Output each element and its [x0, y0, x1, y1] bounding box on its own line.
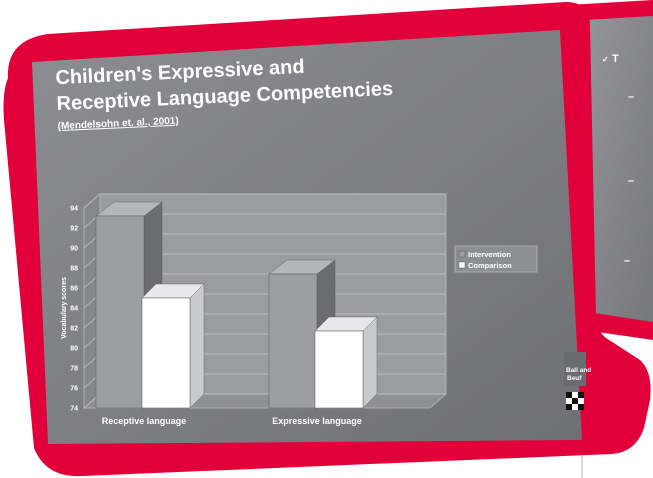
y-tick-label: 80 [70, 346, 78, 353]
chart-bars [95, 201, 378, 409]
y-tick-label: 92 [70, 226, 78, 233]
chart-y-ticks: 74 76 78 80 82 84 86 88 90 92 94 [70, 206, 78, 413]
bar-side-comparison [189, 283, 205, 409]
chart: 74 76 78 80 82 84 86 88 90 92 94 Receptive languag… [61, 193, 538, 426]
y-tick-label: 74 [70, 406, 78, 413]
y-tick-label: 86 [70, 286, 78, 293]
bar-intervention [268, 273, 318, 409]
logo-line1: Ball and [566, 367, 591, 374]
bar-intervention [95, 215, 145, 409]
slide-subtitle: (Mendelsohn et. al., 2001) [57, 116, 179, 132]
bar-comparison [314, 330, 364, 409]
checker-logo-icon [566, 392, 584, 410]
legend-swatch-intervention [458, 250, 466, 258]
y-tick-label: 90 [70, 246, 78, 253]
second-slide-dash-1: – [628, 91, 634, 103]
y-tick-label: 84 [70, 306, 78, 313]
gridline-side [83, 193, 101, 209]
legend-box [454, 245, 538, 273]
chart-categories: Receptive language Expressive language [102, 416, 362, 426]
legend-swatch-comparison [458, 261, 466, 269]
second-slide-dash-2: – [628, 175, 634, 187]
legend-label-comparison: Comparison [468, 261, 512, 270]
y-tick-label: 94 [70, 206, 78, 213]
y-tick-label: 88 [70, 266, 78, 273]
second-slide-dash-3: – [624, 255, 630, 267]
y-tick-label: 76 [70, 386, 78, 393]
svg-text:✓: ✓ [602, 55, 609, 64]
chart-legend: Intervention Comparison [454, 245, 538, 273]
main-slide: Children's Expressive and Receptive Lang… [32, 30, 591, 444]
bar-side-comparison [362, 316, 378, 409]
logo-line2: Beuf [567, 375, 582, 382]
category-label: Receptive language [102, 416, 187, 426]
bar-comparison [141, 297, 191, 409]
legend-label-intervention: Intervention [468, 250, 511, 259]
presenter-logo: Ball and Beuf [564, 352, 591, 410]
category-label: Expressive language [272, 416, 362, 426]
y-tick-label: 78 [70, 366, 78, 373]
second-slide-bullet: T [612, 53, 619, 65]
y-axis-label: Vocabulary scores [61, 277, 68, 339]
y-tick-label: 82 [70, 326, 78, 333]
